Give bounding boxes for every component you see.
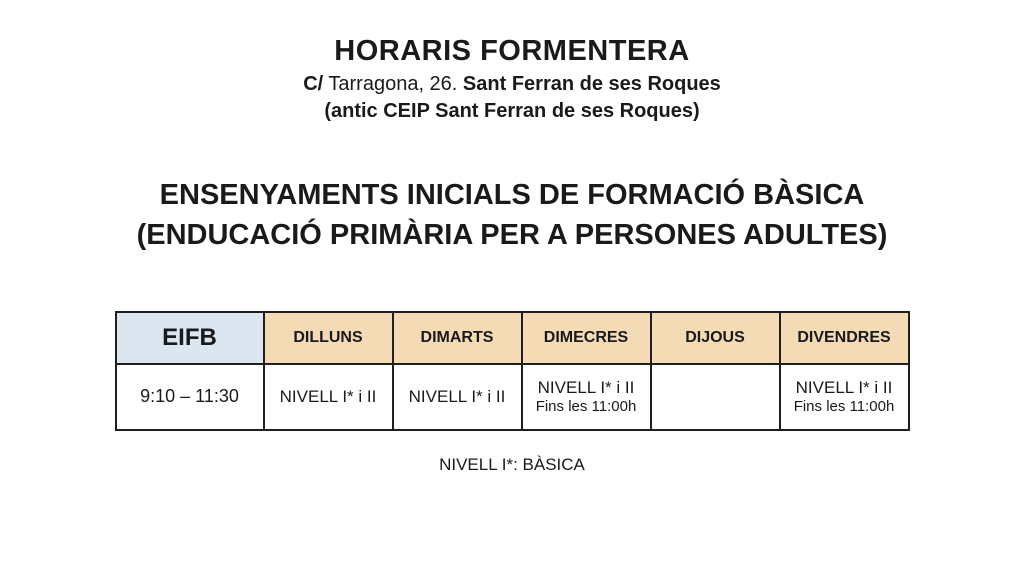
schedule-cell-dimecres: NIVELL I* i II Fins les 11:00h [520,362,652,431]
schedule-cell-dilluns: NIVELL I* i II [262,362,394,431]
schedule-cell-note: Fins les 11:00h [535,398,637,416]
schedule-cell-note: Fins les 11:00h [793,398,895,416]
schedule-cell-level: NIVELL I* i II [408,387,506,407]
section-heading-line1: ENSENYAMENTS INICIALS DE FORMACIÓ BÀSICA [159,178,865,211]
page-title: HORARIS FORMENTERA [334,35,690,67]
table-header-day-dijous: DIJOUS [649,310,781,365]
section-heading: ENSENYAMENTS INICIALS DE FORMACIÓ BÀSICA… [0,175,1024,255]
address-line: C/ Tarragona, 26. Sant Ferran de ses Roq… [0,71,1024,98]
title-block: HORARIS FORMENTERA C/ Tarragona, 26. San… [0,0,1024,125]
schedule-cell-dimarts: NIVELL I* i II [391,362,523,431]
address-street: Tarragona, 26. [323,72,463,95]
schedule-table: EIFB DILLUNS DIMARTS DIMECRES DIJOUS DIV… [114,310,910,431]
schedule-cell-level: NIVELL I* i II [279,387,377,407]
table-header-row: EIFB DILLUNS DIMARTS DIMECRES DIJOUS DIV… [114,310,910,365]
address-prefix: C/ [303,72,324,95]
address-town: Sant Ferran de ses Roques [462,72,721,95]
section-heading-line2: (ENDUCACIÓ PRIMÀRIA PER A PERSONES ADULT… [136,218,888,251]
schedule-cell-divendres: NIVELL I* i II Fins les 11:00h [778,362,910,431]
table-header-day-dimecres: DIMECRES [520,310,652,365]
table-row: 9:10 – 11:30 NIVELL I* i II NIVELL I* i … [114,362,910,431]
schedule-cell-level: NIVELL I* i II [537,377,635,397]
table-header-day-dimarts: DIMARTS [391,310,523,365]
footnote: NIVELL I*: BÀSICA [439,454,585,474]
time-slot-cell: 9:10 – 11:30 [114,362,265,431]
schedule-cell-level: NIVELL I* i II [795,377,893,397]
table-header-eifb: EIFB [114,310,265,365]
table-header-day-dilluns: DILLUNS [262,310,394,365]
address-former-name: (antic CEIP Sant Ferran de ses Roques) [324,99,700,122]
table-header-day-divendres: DIVENDRES [778,310,910,365]
schedule-cell-dijous [649,362,781,431]
